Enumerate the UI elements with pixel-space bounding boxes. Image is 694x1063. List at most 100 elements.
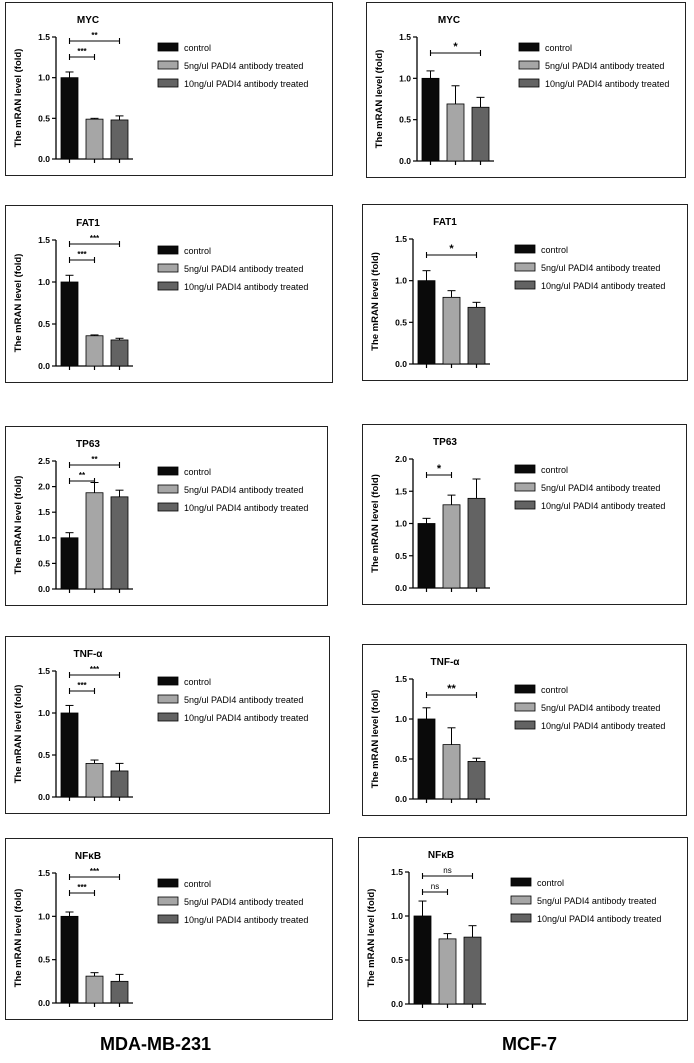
chart-svg: MYC The mRAN level (fold) 0.0 0.5 1.0 1.5 * con… [374, 15, 669, 166]
bar [85, 118, 104, 160]
bar [110, 980, 129, 1004]
legend-swatch [157, 676, 179, 686]
y-tick-label: 0.5 [395, 754, 407, 764]
significance-label: *** [77, 47, 87, 56]
chart-title: MYC [77, 15, 99, 26]
chart-title: NFκB [428, 850, 454, 861]
y-tick-label: 0.0 [38, 792, 50, 802]
chart-svg: TP63 The mRAN level (fold) 0.0 0.5 1.0 1.5 2.0… [13, 439, 308, 594]
chart-svg: FAT1 The mRAN level (fold) 0.0 0.5 1.0 1.5 ***… [13, 218, 308, 371]
chart-panel-mcf-myc: MYC The mRAN level (fold) 0.0 0.5 1.0 1.5 * con… [366, 2, 686, 178]
y-tick-label: 1.5 [399, 32, 411, 42]
legend-label: 10ng/ul PADI4 antibody treated [545, 79, 669, 89]
legend-label: control [184, 246, 211, 256]
chart-panel-mda-tnfa: TNF-α The mRAN level (fold) 0.0 0.5 1.0 1.5 **… [5, 636, 330, 814]
chart-panel-mda-nfkb: NFκB The mRAN level (fold) 0.0 0.5 1.0 1.5 ***… [5, 838, 333, 1020]
y-tick-label: 0.0 [395, 359, 407, 369]
y-tick-label: 1.0 [38, 533, 50, 543]
y-tick-label: 0.5 [395, 551, 407, 561]
legend-swatch [518, 60, 540, 70]
legend-swatch [514, 262, 536, 272]
legend-label: 10ng/ul PADI4 antibody treated [184, 79, 308, 89]
legend-label: 5ng/ul PADI4 antibody treated [184, 264, 303, 274]
legend-label: 10ng/ul PADI4 antibody treated [541, 501, 665, 511]
legend-label: control [537, 878, 564, 888]
legend-swatch [510, 913, 532, 923]
chart-title: FAT1 [76, 218, 100, 229]
y-tick-label: 1.0 [38, 708, 50, 718]
legend-label: 10ng/ul PADI4 antibody treated [184, 915, 308, 925]
y-tick-label: 1.5 [38, 507, 50, 517]
legend-swatch [157, 502, 179, 512]
y-tick-label: 0.5 [38, 558, 50, 568]
legend-swatch [510, 877, 532, 887]
significance-label: ns [431, 882, 439, 891]
bar [60, 712, 79, 798]
legend-swatch [514, 702, 536, 712]
significance-label: * [453, 41, 458, 53]
bar [85, 335, 104, 367]
legend-swatch [514, 280, 536, 290]
y-tick-label: 1.0 [395, 276, 407, 286]
bar [467, 306, 486, 365]
bar [463, 936, 482, 1005]
chart-title: TP63 [433, 437, 457, 448]
y-tick-label: 0.0 [399, 156, 411, 166]
legend-label: control [545, 43, 572, 53]
legend-label: 5ng/ul PADI4 antibody treated [541, 263, 660, 273]
chart-svg: TP63 The mRAN level (fold) 0.0 0.5 1.0 1.5 2.0… [370, 437, 665, 593]
legend-label: 5ng/ul PADI4 antibody treated [184, 485, 303, 495]
y-axis-label: The mRAN level (fold) [370, 690, 381, 789]
significance-label: ** [91, 455, 98, 464]
chart-panel-mcf-tnfa: TNF-α The mRAN level (fold) 0.0 0.5 1.0 1.5 **… [362, 644, 687, 816]
legend-swatch [510, 895, 532, 905]
bar [60, 915, 79, 1004]
legend-swatch [518, 42, 540, 52]
y-tick-label: 0.0 [38, 361, 50, 371]
legend-label: 5ng/ul PADI4 antibody treated [541, 483, 660, 493]
bar [471, 106, 490, 162]
bar [413, 915, 432, 1005]
legend-swatch [157, 712, 179, 722]
chart-panel-mcf-nfkb: NFκB The mRAN level (fold) 0.0 0.5 1.0 1.5 ns n… [358, 837, 688, 1021]
bar [60, 281, 79, 367]
legend-label: 10ng/ul PADI4 antibody treated [184, 282, 308, 292]
legend-swatch [514, 482, 536, 492]
y-tick-label: 1.0 [395, 519, 407, 529]
significance-label: * [449, 243, 454, 255]
legend-label: control [184, 677, 211, 687]
legend-swatch [157, 484, 179, 494]
y-tick-label: 0.0 [38, 154, 50, 164]
bar [85, 763, 104, 798]
y-axis-label: The mRAN level (fold) [13, 476, 24, 575]
chart-svg: NFκB The mRAN level (fold) 0.0 0.5 1.0 1.5 nsn… [366, 850, 661, 1009]
y-axis-label: The mRAN level (fold) [13, 49, 24, 148]
y-tick-label: 1.0 [399, 73, 411, 83]
bar [421, 77, 440, 162]
legend-swatch [157, 42, 179, 52]
significance-label: ** [79, 471, 86, 480]
y-tick-label: 0.0 [395, 794, 407, 804]
bar [110, 770, 129, 798]
significance-label: *** [77, 681, 87, 690]
y-tick-label: 0.5 [38, 113, 50, 123]
y-axis-label: The mRAN level (fold) [370, 252, 381, 351]
legend-label: control [541, 465, 568, 475]
legend-label: control [184, 43, 211, 53]
y-tick-label: 1.5 [395, 234, 407, 244]
bar [110, 119, 129, 160]
bar [417, 523, 436, 589]
chart-panel-mcf-fat1: FAT1 The mRAN level (fold) 0.0 0.5 1.0 1.5 * co… [362, 204, 688, 381]
legend-swatch [157, 78, 179, 88]
legend-swatch [157, 245, 179, 255]
bar [442, 744, 461, 800]
y-axis-label: The mRAN level (fold) [374, 50, 385, 149]
bar [442, 504, 461, 589]
chart-panel-mda-fat1: FAT1 The mRAN level (fold) 0.0 0.5 1.0 1.5 ***… [5, 205, 333, 383]
y-tick-label: 1.5 [38, 868, 50, 878]
chart-title: TNF-α [431, 657, 461, 668]
legend-swatch [157, 694, 179, 704]
chart-svg: TNF-α The mRAN level (fold) 0.0 0.5 1.0 1.5 **… [370, 657, 665, 804]
y-tick-label: 2.0 [38, 482, 50, 492]
chart-title: MYC [438, 15, 460, 26]
